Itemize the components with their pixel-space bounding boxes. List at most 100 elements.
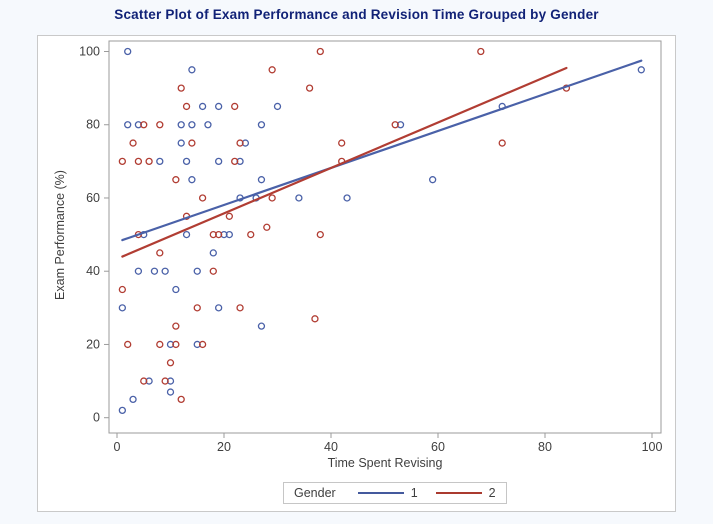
data-point-gender2 bbox=[118, 157, 126, 166]
regression-line-gender1 bbox=[121, 59, 643, 242]
data-point-gender1 bbox=[225, 230, 234, 239]
y-axis-title: Exam Performance (%) bbox=[53, 170, 67, 300]
data-point-gender1 bbox=[188, 66, 196, 74]
data-point-gender2 bbox=[247, 230, 255, 239]
data-point-gender1 bbox=[156, 157, 164, 166]
data-point-gender1 bbox=[124, 121, 132, 129]
y-tick-label: 20 bbox=[86, 337, 100, 351]
data-point-gender2 bbox=[156, 340, 164, 349]
data-point-gender1 bbox=[118, 304, 126, 312]
legend-line-swatch-gender2 bbox=[435, 492, 482, 494]
data-point-gender1 bbox=[343, 194, 351, 202]
data-point-gender1 bbox=[166, 377, 175, 385]
data-point-gender2 bbox=[391, 121, 399, 129]
data-point-gender2 bbox=[193, 304, 201, 312]
data-point-gender2 bbox=[214, 230, 223, 239]
data-point-gender2 bbox=[198, 194, 207, 202]
data-point-gender1 bbox=[118, 406, 126, 415]
x-tick-label: 60 bbox=[431, 440, 445, 454]
data-point-gender1 bbox=[129, 395, 137, 404]
data-point-gender1 bbox=[214, 304, 223, 312]
data-point-gender1 bbox=[198, 102, 207, 111]
data-point-gender2 bbox=[140, 377, 148, 385]
data-point-gender2 bbox=[177, 395, 185, 404]
data-point-gender2 bbox=[209, 267, 217, 275]
data-point-gender2 bbox=[316, 230, 324, 239]
x-tick-label: 20 bbox=[217, 440, 231, 454]
data-point-gender2 bbox=[209, 230, 217, 239]
data-point-gender1 bbox=[257, 322, 266, 330]
data-point-gender1 bbox=[204, 121, 212, 129]
data-point-gender2 bbox=[156, 121, 164, 129]
data-point-gender2 bbox=[231, 157, 239, 166]
data-point-gender2 bbox=[268, 194, 276, 202]
data-point-gender2 bbox=[177, 84, 185, 92]
data-point-gender2 bbox=[156, 249, 164, 257]
data-point-gender2 bbox=[236, 304, 244, 312]
data-point-gender1 bbox=[161, 267, 169, 275]
x-tick-label: 100 bbox=[642, 440, 663, 454]
data-point-gender1 bbox=[396, 121, 405, 129]
data-point-gender1 bbox=[177, 121, 185, 129]
legend-title: Gender bbox=[294, 486, 336, 500]
data-point-gender1 bbox=[428, 176, 437, 184]
legend: Gender 1 2 bbox=[283, 482, 507, 504]
chart-panel: 0 20 40 60 80 100 0 20 40 60 80 100 Exam Performanc… bbox=[37, 35, 676, 512]
data-point-gender2 bbox=[140, 121, 148, 129]
y-tick-label: 60 bbox=[86, 191, 100, 205]
data-point-gender2 bbox=[263, 223, 271, 231]
data-point-gender1 bbox=[166, 388, 175, 396]
data-point-gender2 bbox=[124, 340, 132, 349]
data-point-gender1 bbox=[273, 102, 282, 111]
data-point-gender1 bbox=[134, 267, 143, 275]
legend-label-gender2: 2 bbox=[488, 486, 496, 500]
data-point-gender2 bbox=[225, 212, 234, 220]
x-tick-label: 0 bbox=[114, 440, 121, 454]
data-point-gender2 bbox=[316, 47, 324, 56]
data-point-gender1 bbox=[188, 121, 196, 129]
data-point-gender1 bbox=[177, 139, 185, 147]
legend-label-gender1: 1 bbox=[410, 486, 418, 500]
data-point-gender2 bbox=[236, 139, 244, 147]
data-point-gender2 bbox=[172, 322, 180, 330]
data-point-gender2 bbox=[305, 84, 314, 92]
data-point-gender1 bbox=[209, 249, 217, 257]
data-point-gender2 bbox=[161, 377, 169, 385]
data-point-gender1 bbox=[214, 102, 223, 111]
data-point-gender2 bbox=[477, 47, 485, 56]
legend-line-swatch-gender1 bbox=[357, 492, 404, 494]
data-point-gender2 bbox=[166, 359, 175, 367]
y-tick-label: 40 bbox=[86, 264, 100, 278]
data-point-gender1 bbox=[150, 267, 159, 275]
data-point-gender2 bbox=[188, 139, 196, 147]
data-point-gender1 bbox=[257, 176, 266, 184]
data-point-gender2 bbox=[338, 139, 346, 147]
x-tick-label: 40 bbox=[324, 440, 338, 454]
data-point-gender1 bbox=[124, 47, 132, 56]
y-tick-label: 0 bbox=[93, 411, 100, 425]
data-point-gender1 bbox=[295, 194, 303, 202]
data-point-gender1 bbox=[214, 157, 223, 166]
data-point-gender2 bbox=[498, 139, 506, 147]
data-point-gender1 bbox=[637, 66, 645, 74]
data-point-gender1 bbox=[182, 230, 191, 239]
data-point-gender2 bbox=[172, 176, 180, 184]
data-point-gender2 bbox=[172, 340, 180, 349]
chart-title: Scatter Plot of Exam Performance and Rev… bbox=[114, 7, 599, 22]
data-point-gender2 bbox=[134, 157, 143, 166]
data-point-gender1 bbox=[241, 139, 250, 147]
data-point-gender1 bbox=[172, 285, 180, 294]
y-tick-label: 100 bbox=[79, 45, 100, 59]
data-point-gender1 bbox=[257, 121, 266, 129]
data-point-gender2 bbox=[182, 102, 191, 111]
data-point-gender2 bbox=[129, 139, 137, 147]
data-point-gender1 bbox=[188, 176, 196, 184]
data-point-gender2 bbox=[118, 285, 126, 294]
data-point-gender2 bbox=[198, 340, 207, 349]
data-point-gender2 bbox=[311, 315, 319, 323]
data-point-gender1 bbox=[182, 157, 191, 166]
data-point-gender2 bbox=[145, 157, 153, 166]
x-axis-title: Time Spent Revising bbox=[327, 456, 443, 470]
data-point-gender2 bbox=[231, 102, 239, 111]
